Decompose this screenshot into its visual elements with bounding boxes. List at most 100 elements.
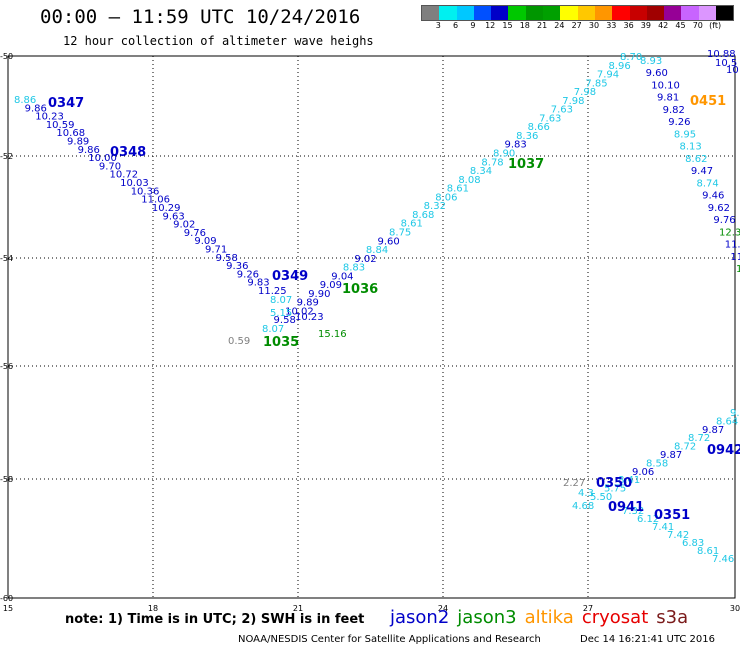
swh-value-label: 8.96 bbox=[608, 61, 630, 72]
colorbar-swatch bbox=[716, 6, 734, 20]
colorbar-swatch bbox=[698, 6, 717, 20]
swh-value-label: 9.86 bbox=[25, 103, 47, 114]
swh-value-label: 7.98 bbox=[562, 96, 584, 107]
swh-value-label: 9.26 bbox=[237, 269, 259, 280]
swh-value-label: 5.50 bbox=[590, 492, 612, 503]
pass-time-label: 0451 bbox=[690, 94, 726, 109]
colorbar-swatch bbox=[508, 6, 526, 20]
colorbar-swatch bbox=[525, 6, 544, 20]
swh-value-label: 9.86 bbox=[78, 145, 100, 156]
swh-value-label: 8.86 bbox=[14, 95, 36, 106]
map-frame bbox=[7, 55, 736, 599]
legend-item: jason3 bbox=[457, 607, 517, 628]
swh-value-label: 8.66 bbox=[528, 122, 550, 133]
swh-value-label: 9.58 bbox=[274, 315, 296, 326]
swh-value-label: 9.89 bbox=[297, 298, 319, 309]
x-tick-label: 21 bbox=[293, 604, 303, 613]
colorbar-swatch bbox=[629, 6, 647, 20]
swh-value-label: 8.41 bbox=[618, 475, 640, 486]
colorbar-label: 33 bbox=[606, 21, 617, 30]
swh-value-label: 8.83 bbox=[343, 263, 365, 274]
swh-value-label: 10.5 bbox=[715, 58, 737, 69]
colorbar-swatch bbox=[491, 6, 509, 20]
colorbar-label: 30 bbox=[588, 21, 600, 30]
swh-value-label: 7.85 bbox=[585, 78, 607, 89]
swh-value-label: 10.68 bbox=[56, 128, 85, 139]
swh-value-label: 9.83 bbox=[247, 278, 269, 289]
pass-annotations: 0347 0348 0349 1036 1035 1037 0451 0350 0941 0351… bbox=[48, 94, 740, 523]
colorbar-label: 12 bbox=[485, 21, 496, 30]
x-tick-label: 18 bbox=[148, 604, 158, 613]
satellite-legend: jason2 jason3 altika cryosat s3a bbox=[390, 607, 696, 628]
swh-value-label: 10.23 bbox=[295, 312, 324, 323]
swh-value-label: 7.94 bbox=[597, 70, 619, 81]
swh-colorbar-labels: 3 6 9 12 15 18 21 24 27 30 33 36 39 42 45 70 (ft) bbox=[421, 21, 740, 33]
swh-value-label: 10.03 bbox=[120, 178, 149, 189]
swh-value-label: 8.61 bbox=[401, 219, 423, 230]
colorbar-swatch bbox=[577, 6, 595, 20]
swh-value-label: 8.93 bbox=[640, 56, 662, 67]
swh-value-label: 9.04 bbox=[331, 271, 353, 282]
y-tick-label: -50 bbox=[0, 52, 13, 61]
swh-value-label: 8.70 bbox=[620, 52, 642, 63]
swh-value-label: 2.27 bbox=[563, 478, 585, 489]
swh-value-label: 8.61 bbox=[697, 546, 719, 557]
pass-time-label: 0348 bbox=[110, 145, 146, 160]
swh-value-label: 10.00 bbox=[88, 153, 117, 164]
swh-value-label: 8.78 bbox=[481, 157, 503, 168]
swh-value-label: 9.81 bbox=[657, 93, 679, 104]
colorbar-swatch bbox=[422, 6, 440, 20]
swh-value-label: 10.29 bbox=[152, 203, 181, 214]
swh-value-label: 4.68 bbox=[572, 501, 594, 512]
swh-value-label: 5.75 bbox=[604, 484, 626, 495]
swh-value-label: 11.25 bbox=[258, 286, 287, 297]
y-tick-label: -60 bbox=[0, 594, 13, 603]
colorbar-label: (ft) bbox=[709, 21, 722, 30]
swh-value-label: 8.90 bbox=[493, 149, 515, 160]
swh-value-label: 9.83 bbox=[505, 140, 527, 151]
swh-value-label: 8.75 bbox=[389, 227, 411, 238]
swh-value-label: 7.63 bbox=[551, 105, 573, 116]
swh-value-label: 7.98 bbox=[574, 87, 596, 98]
pass-time-label: 0941 bbox=[608, 500, 644, 515]
x-tick-label: 30 bbox=[730, 604, 740, 613]
swh-value-label: 9.06 bbox=[632, 467, 654, 478]
colorbar-label: 15 bbox=[502, 21, 513, 30]
swh-value-label: 12.32 bbox=[719, 227, 740, 238]
x-tick-label: 27 bbox=[583, 604, 593, 613]
swh-value-label: 11.5 bbox=[725, 240, 740, 251]
legend-item: s3a bbox=[656, 607, 689, 628]
swh-value-label: 10 bbox=[726, 65, 739, 76]
wave-height-tracks: 8.869.8610.2310.5910.689.899.8610.009.70… bbox=[14, 49, 740, 565]
colorbar-label: 70 bbox=[692, 21, 703, 30]
pass-time-label: 0347 bbox=[48, 96, 84, 111]
swh-value-label: 9.71 bbox=[205, 244, 227, 255]
swh-value-label: 8.61 bbox=[447, 184, 469, 195]
swh-value-label: 9.47 bbox=[691, 166, 713, 177]
x-tick-label: 15 bbox=[3, 604, 13, 613]
swh-value-label: 15.16 bbox=[318, 329, 347, 340]
swh-value-label: 5.15 bbox=[270, 308, 292, 319]
swh-value-label: 7.46 bbox=[712, 554, 734, 565]
pass-time-label: 1035 bbox=[263, 335, 299, 350]
map-grid bbox=[7, 55, 736, 599]
swh-value-label: 6.83 bbox=[682, 538, 704, 549]
map-title: 00:00 — 11:59 UTC 10/24/2016 bbox=[40, 6, 361, 28]
colorbar-swatch bbox=[543, 6, 561, 20]
swh-value-label: 8.84 bbox=[366, 245, 388, 256]
y-tick-label: -56 bbox=[0, 362, 13, 371]
colorbar-swatch bbox=[646, 6, 665, 20]
swh-value-label: 10.02 bbox=[285, 306, 314, 317]
legend-item: cryosat bbox=[581, 607, 649, 628]
swh-value-label: 8.06 bbox=[435, 192, 457, 203]
swh-value-label: 8.07 bbox=[270, 295, 292, 306]
colorbar-swatch bbox=[664, 6, 682, 20]
swh-value-label: 8.74 bbox=[696, 178, 718, 189]
pass-time-label: 1037 bbox=[508, 157, 544, 172]
colorbar-label: 18 bbox=[519, 21, 530, 30]
colorbar-label: 36 bbox=[623, 21, 634, 30]
colorbar-label: 42 bbox=[658, 21, 669, 30]
swh-value-label: 10.23 bbox=[35, 112, 64, 123]
legend-item: jason2 bbox=[390, 607, 450, 628]
